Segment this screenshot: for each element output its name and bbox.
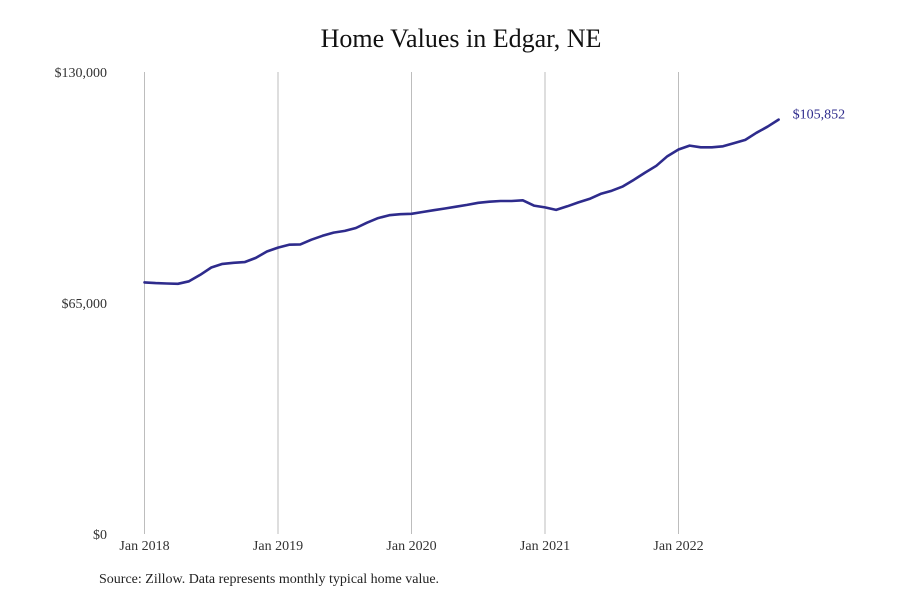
source-note: Source: Zillow. Data represents monthly … [99,572,440,587]
x-tick-label: Jan 2018 [119,539,169,554]
grid-lines [144,72,679,534]
x-tick-label: Jan 2019 [253,539,303,554]
end-value-label: $105,852 [793,108,846,123]
y-axis-ticks: $0 $65,000 $130,000 [55,66,108,543]
y-tick-label: $130,000 [55,66,108,81]
x-axis-ticks: Jan 2018 Jan 2019 Jan 2020 Jan 2021 Jan 2022 [119,539,703,554]
y-tick-label: $65,000 [62,297,108,312]
x-tick-label: Jan 2021 [520,539,570,554]
y-tick-label: $0 [93,528,107,543]
chart-title: Home Values in Edgar, NE [320,24,602,53]
series-line [143,118,780,286]
x-tick-label: Jan 2022 [653,539,703,554]
x-tick-label: Jan 2020 [386,539,436,554]
